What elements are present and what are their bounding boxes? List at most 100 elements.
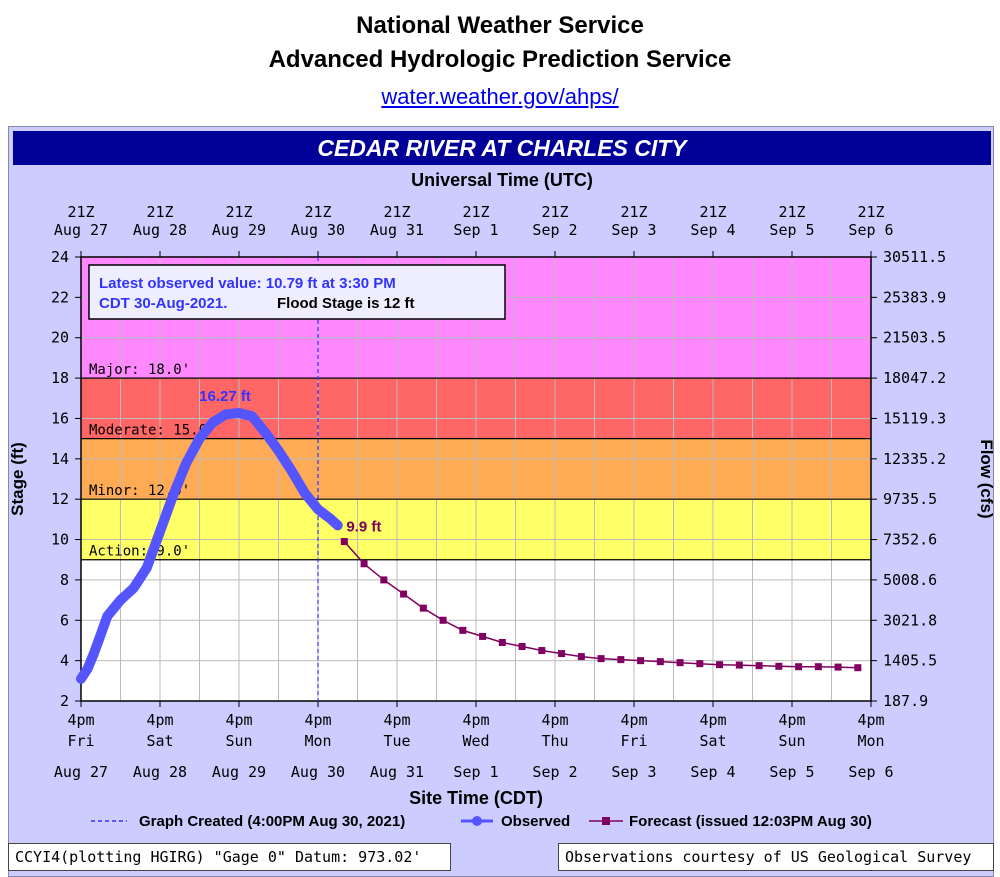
cdt-tick-day: Tue [383, 732, 410, 750]
forecast-point [340, 538, 348, 546]
y-tick-label: 10 [51, 531, 69, 549]
cdt-tick-time: 4pm [225, 711, 252, 729]
observed-point [261, 428, 270, 437]
cdt-tick-time: 4pm [699, 711, 726, 729]
cdt-tick-day: Mon [304, 732, 331, 750]
cdt-tick-date: Sep 5 [769, 763, 814, 781]
cdt-tick-time: 4pm [541, 711, 568, 729]
forecast-point [814, 663, 822, 671]
observed-point [235, 409, 243, 418]
utc-tick-time: 21Z [67, 203, 94, 221]
y-tick-label: 20 [51, 329, 69, 347]
cdt-tick-day: Sat [699, 732, 726, 750]
forecast-point [755, 662, 763, 670]
observed-point [333, 521, 342, 530]
legend-forecast-marker [602, 817, 610, 825]
page-subheading: Advanced Hydrologic Prediction Service [268, 46, 732, 73]
utc-tick-time: 21Z [699, 203, 726, 221]
y-tick-label: 24 [51, 248, 69, 266]
source-note: Observations courtesy of US Geological S… [558, 843, 994, 871]
flow-tick-label: 9735.5 [883, 490, 937, 508]
observed-point [274, 446, 283, 455]
forecast-point [479, 632, 487, 640]
top-axis-label: Universal Time (UTC) [411, 170, 593, 190]
flow-tick-label: 1405.5 [883, 652, 937, 670]
forecast-point [459, 626, 467, 634]
utc-tick-date: Aug 30 [291, 221, 345, 239]
forecast-point [637, 657, 645, 665]
observed-peak-label: 16.27 ft [199, 388, 251, 405]
utc-tick-date: Aug 29 [212, 221, 266, 239]
forecast-point [498, 638, 506, 646]
y-tick-label: 2 [60, 692, 69, 710]
y-tick-label: 8 [60, 571, 69, 589]
cdt-tick-day: Sat [146, 732, 173, 750]
flow-tick-label: 30511.5 [883, 248, 946, 266]
stage-threshold-label: Minor: 12.0' [89, 483, 190, 499]
observed-point [116, 596, 125, 605]
utc-tick-time: 21Z [620, 203, 647, 221]
cdt-tick-time: 4pm [146, 711, 173, 729]
forecast-point [617, 656, 625, 664]
utc-tick-time: 21Z [778, 203, 805, 221]
utc-tick-date: Aug 28 [133, 221, 187, 239]
utc-tick-time: 21Z [304, 203, 331, 221]
legend-observed: Observed [501, 813, 570, 830]
utc-tick-date: Sep 5 [769, 221, 814, 239]
observed-point [208, 418, 217, 427]
hydrograph-chart: CEDAR RIVER AT CHARLES CITY Universal Tim… [9, 131, 995, 830]
cdt-tick-date: Sep 3 [611, 763, 656, 781]
legend-forecast: Forecast (issued 12:03PM Aug 30) [629, 813, 872, 830]
legend-observed-marker [472, 816, 482, 826]
observed-point [129, 583, 138, 592]
cdt-tick-time: 4pm [620, 711, 647, 729]
x-axis-title: Site Time (CDT) [409, 788, 543, 808]
y-tick-label: 14 [51, 450, 69, 468]
page-heading: National Weather Service [356, 12, 644, 39]
utc-tick-time: 21Z [541, 203, 568, 221]
observed-point [83, 664, 92, 673]
observed-point [142, 563, 151, 572]
cdt-tick-time: 4pm [304, 711, 331, 729]
utc-tick-time: 21Z [383, 203, 410, 221]
observed-point [195, 434, 204, 443]
cdt-tick-time: 4pm [383, 711, 410, 729]
stage-threshold-label: Major: 18.0' [89, 362, 190, 378]
forecast-point [775, 662, 783, 670]
forecast-point [735, 661, 743, 669]
ahps-link[interactable]: water.weather.gov/ahps/ [381, 84, 619, 109]
cdt-tick-date: Sep 1 [453, 763, 498, 781]
cdt-tick-date: Sep 2 [532, 763, 577, 781]
flow-tick-label: 21503.5 [883, 329, 946, 347]
flood-stage-text: Flood Stage is 12 ft [277, 295, 415, 312]
forecast-point [795, 663, 803, 671]
forecast-point [676, 659, 684, 667]
utc-tick-date: Sep 4 [690, 221, 735, 239]
observed-point [90, 648, 99, 657]
forecast-point [854, 664, 862, 672]
chart-title: CEDAR RIVER AT CHARLES CITY [317, 135, 689, 161]
cdt-tick-date: Aug 31 [370, 763, 424, 781]
flow-tick-label: 3021.8 [883, 611, 937, 629]
datum-note: CCYI4(plotting HGIRG) "Gage 0" Datum: 97… [8, 843, 451, 871]
forecast-point [597, 655, 605, 663]
utc-tick-date: Aug 31 [370, 221, 424, 239]
cdt-tick-day: Sun [778, 732, 805, 750]
cdt-tick-date: Aug 29 [212, 763, 266, 781]
y-tick-label: 12 [51, 490, 69, 508]
forecast-point [656, 658, 664, 666]
y-tick-label: 6 [60, 611, 69, 629]
observed-point [103, 612, 112, 621]
y-tick-label: 16 [51, 409, 69, 427]
y-tick-label: 4 [60, 652, 69, 670]
flow-tick-label: 15119.3 [883, 409, 946, 427]
forecast-point [360, 560, 368, 568]
observed-point [221, 410, 230, 419]
hydrograph-frame: CEDAR RIVER AT CHARLES CITY Universal Tim… [8, 126, 995, 877]
latest-observation-box [88, 264, 506, 320]
utc-tick-time: 21Z [225, 203, 252, 221]
cdt-tick-date: Aug 27 [54, 763, 108, 781]
legend-graph-created: Graph Created (4:00PM Aug 30, 2021) [139, 813, 405, 830]
forecast-point [716, 661, 724, 669]
cdt-tick-day: Wed [462, 732, 489, 750]
